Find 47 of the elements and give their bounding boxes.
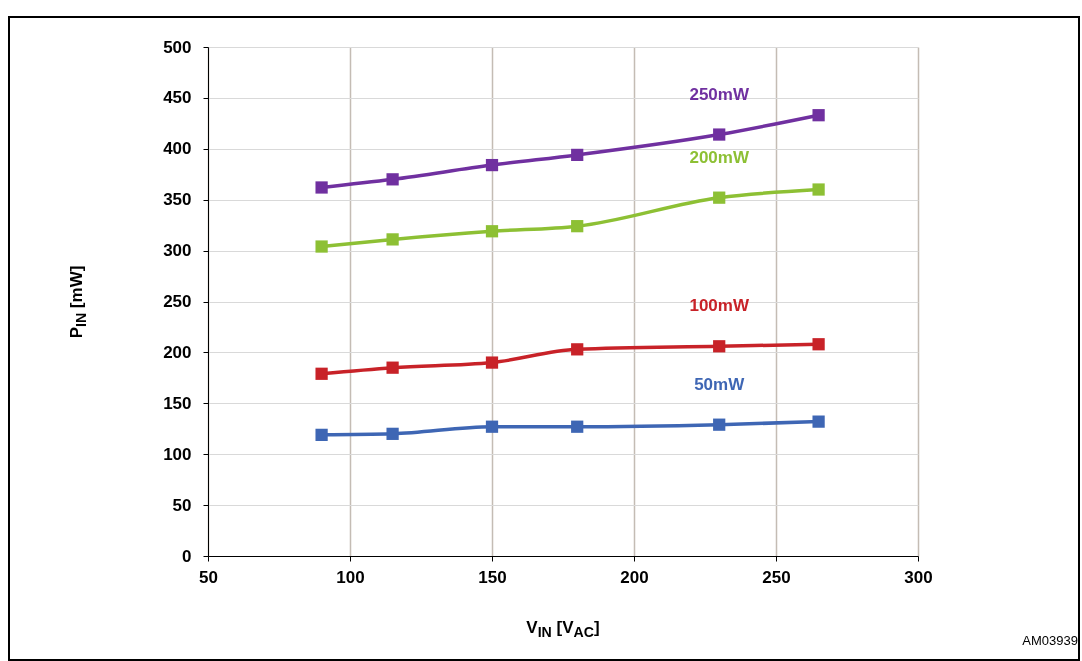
point xyxy=(386,233,399,246)
point xyxy=(485,158,499,172)
point xyxy=(485,356,499,369)
series-label: 200mW xyxy=(689,147,750,167)
y-tick-label: 200 xyxy=(163,342,192,362)
x-tick-label: 50 xyxy=(199,567,218,587)
y-tick-label: 0 xyxy=(182,546,192,566)
x-tick-label: 100 xyxy=(336,567,365,587)
point xyxy=(812,183,825,196)
series-label: 50mW xyxy=(694,374,746,394)
series-label: 250mW xyxy=(689,84,750,104)
point xyxy=(315,367,328,380)
x-tick-label: 250 xyxy=(762,567,791,587)
y-tick-label: 400 xyxy=(163,139,192,159)
point xyxy=(315,428,328,441)
point xyxy=(713,418,726,431)
y-tick-label: 150 xyxy=(163,393,192,413)
text: AM03939 xyxy=(1022,633,1078,648)
point xyxy=(812,415,825,428)
series-label: 100mW xyxy=(689,296,750,316)
point xyxy=(812,109,825,122)
point xyxy=(812,338,825,351)
x-tick-label: 150 xyxy=(478,567,507,587)
point xyxy=(315,240,328,253)
point xyxy=(315,181,328,194)
point xyxy=(571,343,584,356)
y-tick-label: 300 xyxy=(163,241,192,261)
point xyxy=(571,420,584,433)
y-tick-label: 100 xyxy=(163,444,192,464)
point xyxy=(485,225,499,238)
point xyxy=(571,220,584,233)
y-tick-label: 450 xyxy=(163,88,192,108)
point xyxy=(386,427,399,440)
point xyxy=(713,340,726,353)
point xyxy=(386,361,399,374)
point xyxy=(386,173,399,186)
point xyxy=(571,148,584,162)
point xyxy=(485,420,499,433)
x-axis-title: V$_{IN}$ [V$_{AC}$] xyxy=(526,618,600,641)
y-tick-label: 500 xyxy=(163,37,192,57)
x-tick-label: 200 xyxy=(620,567,649,587)
y-tick-label: 50 xyxy=(172,495,192,515)
point xyxy=(713,191,726,204)
y-tick-label: 350 xyxy=(163,190,192,210)
point xyxy=(713,128,726,141)
x-tick-label: 300 xyxy=(904,567,933,587)
y-tick-label: 250 xyxy=(163,292,192,311)
